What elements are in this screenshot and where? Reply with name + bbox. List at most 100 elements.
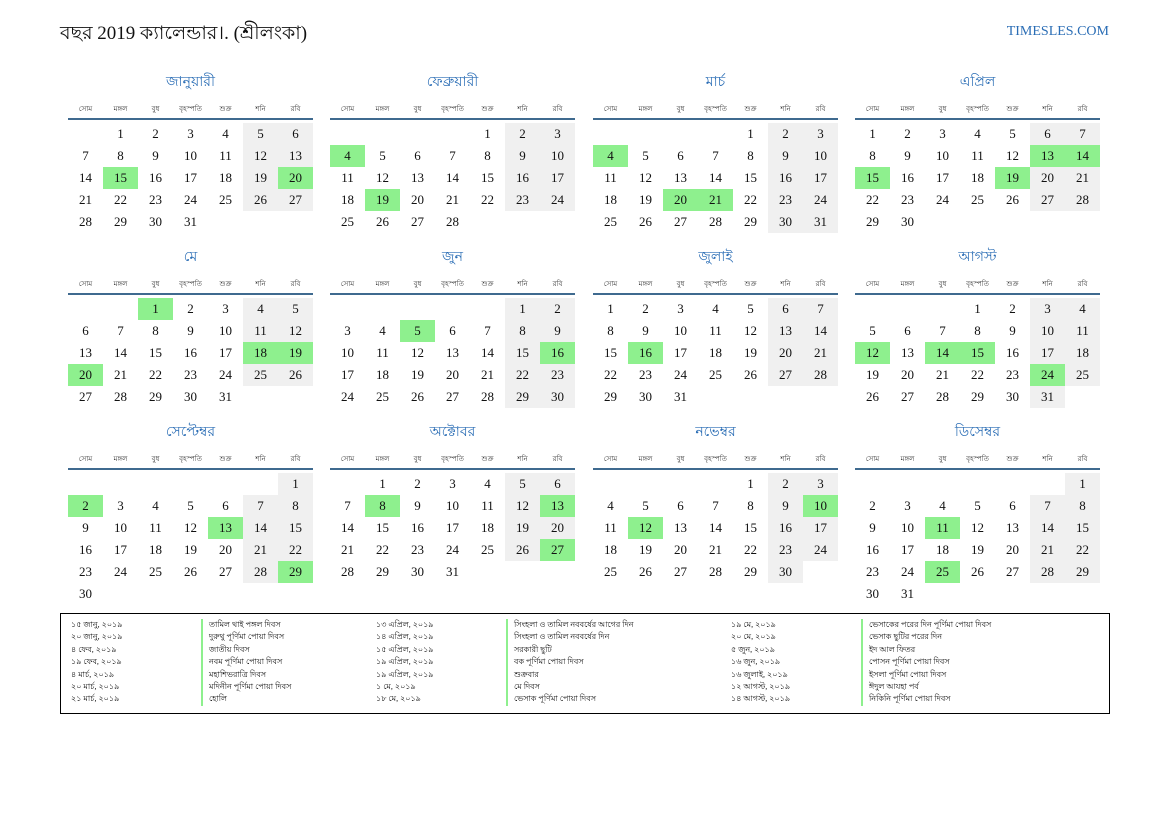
day-cell: 9 — [642, 323, 649, 338]
day-grid: 1 2 3 4 5 6 7 8 9 10 11 12 13 14 15 16 17 18 19 20 21 22 23 24 2… — [855, 123, 1100, 233]
day-cell: 16 — [866, 542, 879, 557]
day-cell: 27 — [1030, 189, 1065, 211]
day-cell: 16 — [184, 345, 197, 360]
holiday-day-cell: 14 — [925, 342, 960, 364]
day-grid: 1 2 3 4 5 6 7 8 9 10 11 12 13 14 15 16 17 18 19 20 21 22 23 24 2… — [593, 473, 838, 583]
day-cell: 26 — [971, 564, 984, 579]
day-cell: 28 — [803, 364, 838, 386]
weekday-label: সোম — [603, 455, 618, 463]
day-cell: 12 — [278, 320, 313, 342]
day-cell: 22 — [744, 192, 757, 207]
day-cell: 29 — [604, 389, 617, 404]
day-cell: 7 — [243, 495, 278, 517]
weekday-label: বুধ — [413, 105, 422, 113]
day-cell: 9 — [505, 145, 540, 167]
day-cell: 11 — [149, 520, 162, 535]
day-cell: 10 — [936, 148, 949, 163]
holiday-date: ১৩ এপ্রিল, ২০১৯ — [376, 620, 434, 629]
day-cell: 14 — [709, 170, 722, 185]
day-cell: 24 — [446, 542, 459, 557]
day-cell: 9 — [768, 495, 803, 517]
weekday-label: বুধ — [676, 280, 685, 288]
day-cell: 23 — [79, 564, 92, 579]
day-cell: 12 — [971, 520, 984, 535]
day-cell: 7 — [803, 298, 838, 320]
month-block: নভেম্বর সোম মঙ্গল বুধ বৃহস্পতি শুক্র শনি রবি 1 2 3… — [593, 422, 838, 583]
day-cell: 26 — [639, 214, 652, 229]
day-cell: 24 — [674, 367, 687, 382]
day-cell: 29 — [1065, 561, 1100, 583]
day-cell: 9 — [414, 498, 421, 513]
day-cell: 21 — [341, 542, 354, 557]
weekday-label: সোম — [865, 455, 880, 463]
day-cell: 11 — [481, 498, 494, 513]
day-grid: 1 2 3 4 5 6 7 8 9 10 11 12 13 14 15 16 17 18 19 20 21 22 23 24 2… — [68, 473, 313, 605]
month-name: অক্টোবর — [429, 425, 476, 440]
weekday-label: শুক্র — [219, 280, 232, 288]
day-cell: 6 — [278, 123, 313, 145]
day-cell: 16 — [505, 167, 540, 189]
day-cell: 25 — [604, 214, 617, 229]
weekday-label: বৃহস্পতি — [179, 105, 202, 113]
day-cell: 20 — [674, 542, 687, 557]
weekday-label: বুধ — [151, 105, 160, 113]
day-cell: 6 — [677, 498, 684, 513]
day-cell: 11 — [243, 320, 278, 342]
day-cell: 2 — [414, 476, 421, 491]
day-cell: 28 — [114, 389, 127, 404]
month-block: ডিসেম্বর সোম মঙ্গল বুধ বৃহস্পতি শুক্র শনি রবি 1 2… — [855, 422, 1100, 605]
weekday-label: রবি — [1077, 280, 1088, 288]
holiday-day-cell: 24 — [1030, 364, 1065, 386]
day-cell: 5 — [974, 498, 981, 513]
weekday-label: বুধ — [938, 280, 947, 288]
day-cell: 19 — [639, 542, 652, 557]
day-cell: 7 — [712, 498, 719, 513]
holiday-date: ২০ জানু, ২০১৯ — [71, 632, 123, 642]
weekday-header: সোম মঙ্গল বুধ বৃহস্পতি শুক্র শনি রবি — [593, 100, 838, 120]
weekday-header: সোম মঙ্গল বুধ বৃহস্পতি শুক্র শনি রবি — [855, 275, 1100, 295]
day-cell: 6 — [677, 148, 684, 163]
holiday-name: মহাশিভরাত্রি দিবস — [201, 668, 266, 681]
day-cell: 12 — [184, 520, 197, 535]
day-cell: 8 — [869, 148, 876, 163]
empty-cell — [103, 298, 138, 320]
day-cell: 27 — [219, 564, 232, 579]
day-cell: 3 — [1030, 298, 1065, 320]
day-cell: 12 — [376, 170, 389, 185]
holiday-name: সিংহলা ও তামিল নববর্ষের দিন — [506, 631, 609, 644]
day-cell: 9 — [187, 323, 194, 338]
weekday-label: শনি — [255, 280, 266, 288]
day-cell: 25 — [376, 389, 389, 404]
day-cell: 9 — [540, 320, 575, 342]
day-cell: 13 — [1006, 520, 1019, 535]
holiday-date: ৫ জুন, ২০১৯ — [731, 644, 775, 654]
day-cell: 21 — [446, 192, 459, 207]
brand-link[interactable]: TIMESLES.COM — [1006, 24, 1109, 39]
day-cell: 24 — [803, 539, 838, 561]
weekday-label: শুক্র — [1006, 280, 1019, 288]
day-cell: 14 — [243, 517, 278, 539]
holiday-day-cell: 20 — [68, 364, 103, 386]
weekday-label: মঙ্গল — [900, 280, 915, 288]
day-cell: 4 — [243, 298, 278, 320]
day-cell: 24 — [184, 192, 197, 207]
weekday-label: মঙ্গল — [113, 455, 128, 463]
day-cell: 4 — [939, 498, 946, 513]
weekday-label: শুক্র — [481, 105, 494, 113]
day-cell: 2 — [869, 498, 876, 513]
weekday-label: বুধ — [938, 105, 947, 113]
weekday-label: বৃহস্পতি — [441, 280, 464, 288]
weekday-header: সোম মঙ্গল বুধ বৃহস্পতি শুক্র শনি রবি — [330, 450, 575, 470]
day-cell: 11 — [709, 323, 722, 338]
day-cell: 10 — [540, 145, 575, 167]
day-cell: 1 — [278, 473, 313, 495]
holiday-date: ১৪ এপ্রিল, ২০১৯ — [376, 632, 434, 642]
day-cell: 1 — [607, 301, 614, 316]
day-cell: 24 — [341, 389, 354, 404]
holiday-date: ২০ মার্চ, ২০১৯ — [71, 681, 120, 691]
day-cell: 8 — [278, 495, 313, 517]
day-cell: 28 — [341, 564, 354, 579]
empty-cell — [470, 298, 505, 320]
holiday-day-cell: 13 — [208, 517, 243, 539]
day-cell: 20 — [540, 517, 575, 539]
